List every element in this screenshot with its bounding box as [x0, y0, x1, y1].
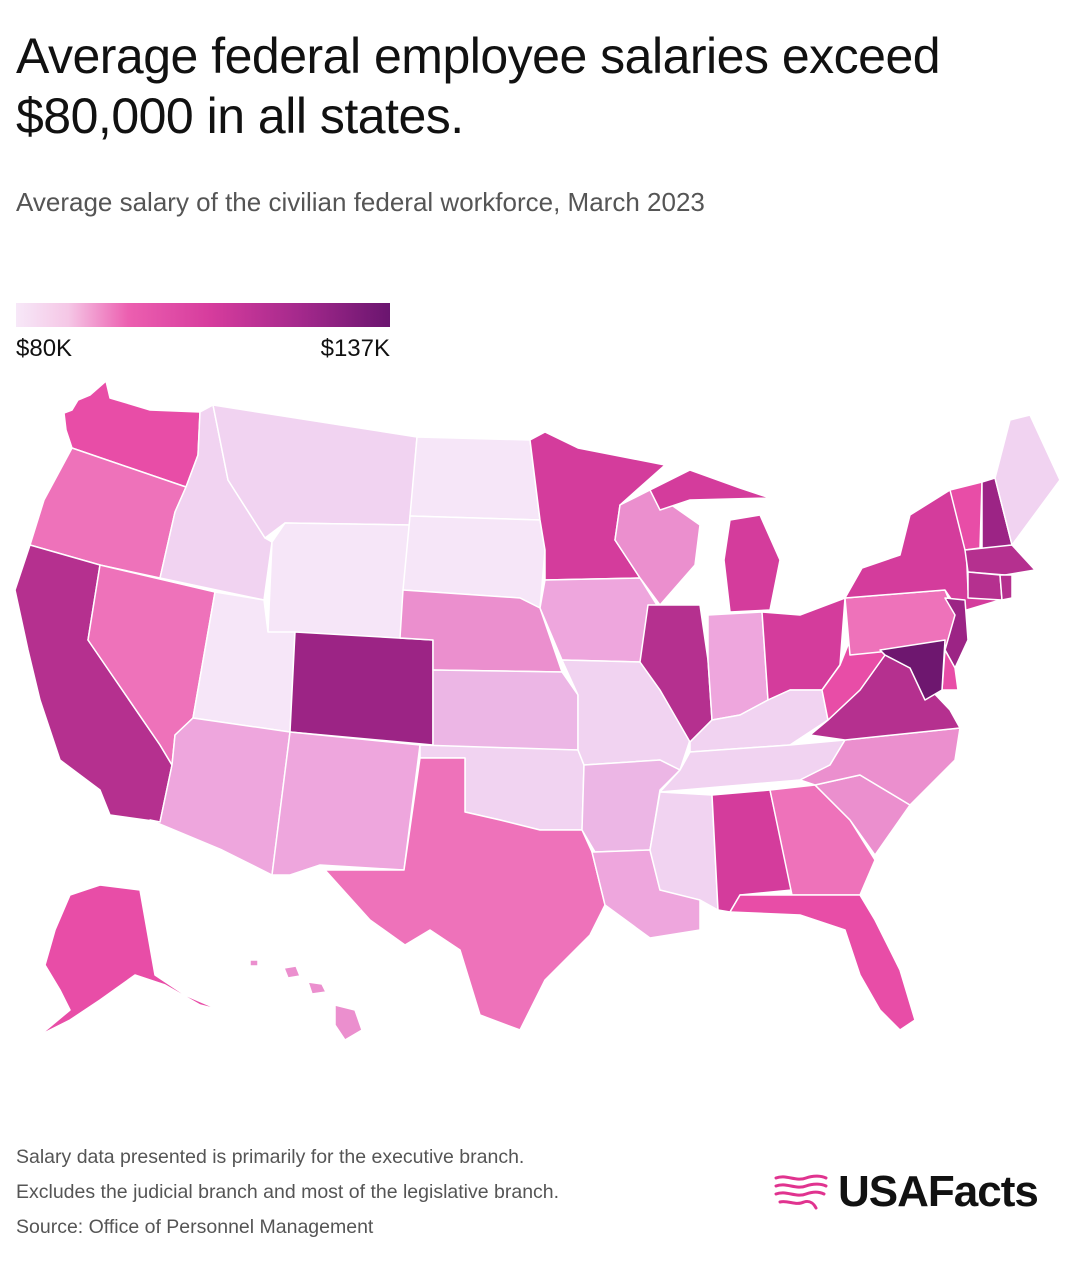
legend-min-label: $80K [16, 335, 73, 362]
footnote-1: Salary data presented is primarily for t… [16, 1146, 525, 1168]
legend-gradient-bar [16, 303, 390, 327]
brand-name: USAFacts [838, 1167, 1039, 1216]
state-co[interactable] [289, 631, 434, 746]
state-md[interactable] [879, 639, 946, 701]
footnotes: Salary data presented is primarily for t… [16, 1140, 559, 1245]
state-ks[interactable] [432, 669, 579, 751]
state-in[interactable] [707, 611, 769, 721]
chart-subtitle: Average salary of the civilian federal w… [16, 187, 705, 217]
state-fl[interactable] [729, 894, 916, 1031]
us-choropleth-map [0, 370, 1080, 1070]
state-ak[interactable] [39, 884, 221, 1036]
usafacts-logo[interactable]: USAFacts [772, 1166, 1039, 1218]
state-mi[interactable] [649, 469, 781, 613]
map-svg [14, 380, 1061, 1041]
chart-title: Average federal employee salaries exceed… [16, 28, 941, 144]
state-nm[interactable] [271, 731, 421, 876]
usafacts-flag-icon [774, 1174, 828, 1210]
color-legend: $80K $137K [16, 303, 392, 363]
state-tx[interactable] [324, 757, 606, 1031]
footnote-2: Excludes the judicial branch and most of… [16, 1181, 560, 1203]
source-note: Source: Office of Personnel Management [16, 1216, 374, 1238]
state-ct[interactable] [967, 571, 1003, 601]
state-wy[interactable] [267, 522, 411, 646]
state-nc[interactable] [799, 727, 961, 806]
state-nd[interactable] [409, 436, 541, 521]
state-ma[interactable] [964, 544, 1036, 576]
state-me[interactable] [994, 414, 1061, 546]
legend-max-label: $137K [320, 335, 390, 362]
state-ri[interactable] [999, 574, 1013, 601]
state-hi[interactable] [249, 959, 363, 1041]
